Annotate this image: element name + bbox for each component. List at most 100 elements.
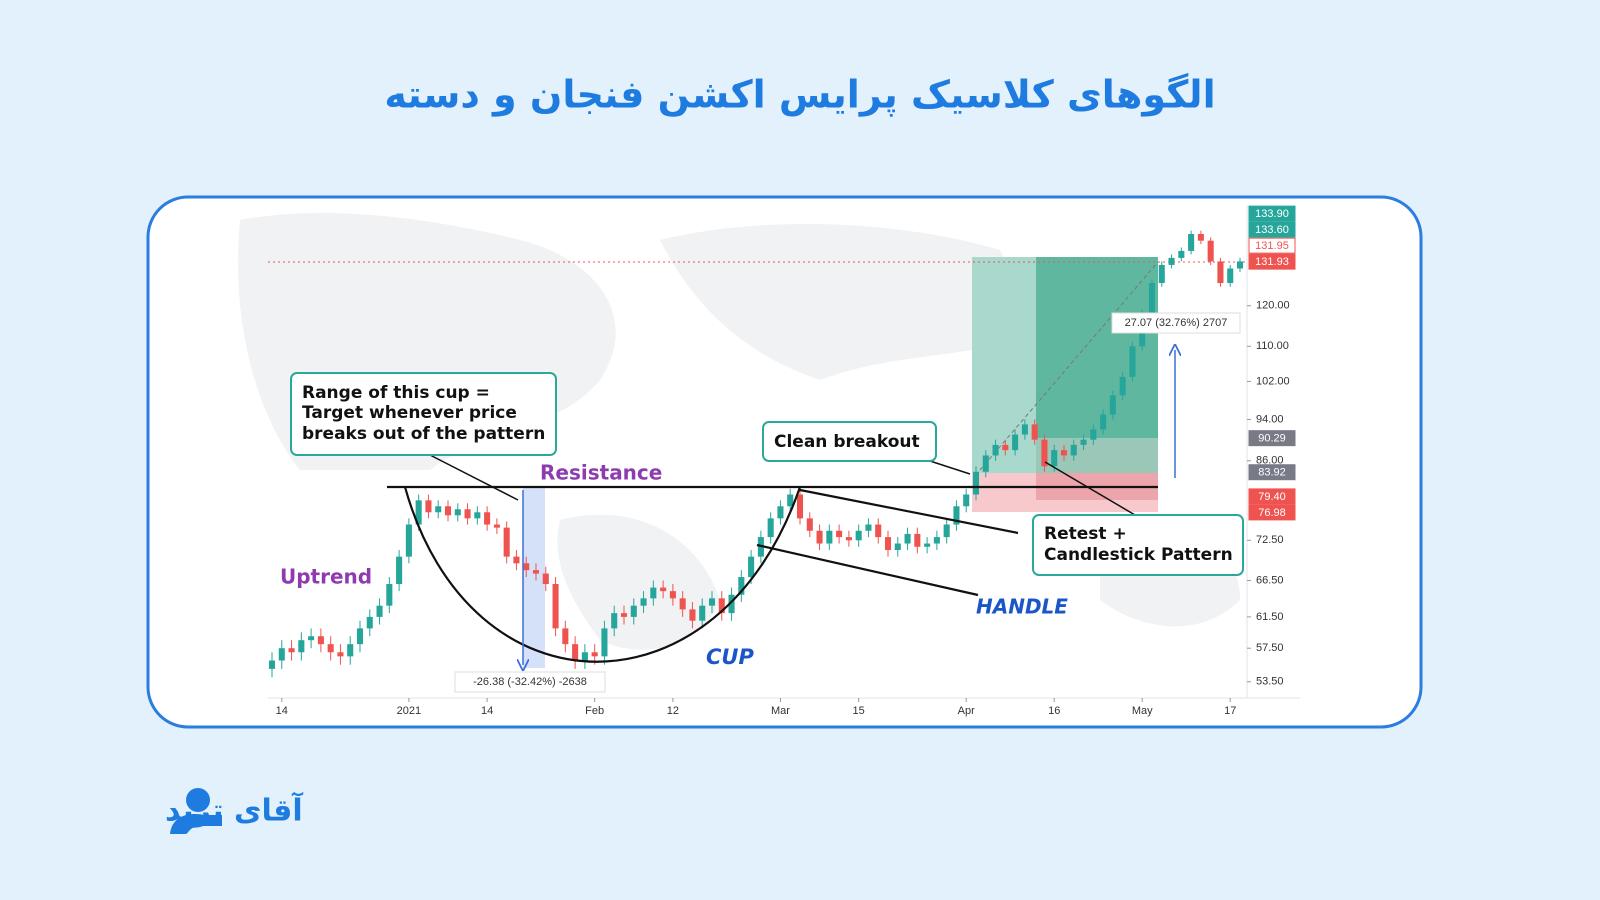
cup-range-box bbox=[290, 372, 557, 456]
candle-body bbox=[806, 518, 813, 531]
cup-range-band bbox=[523, 487, 545, 668]
leader bbox=[929, 460, 971, 475]
candle-body bbox=[288, 648, 295, 653]
candle-body bbox=[650, 587, 657, 599]
target-zone-light bbox=[972, 257, 1036, 473]
candle-body bbox=[347, 644, 354, 657]
candle-body bbox=[581, 652, 588, 661]
candle-body bbox=[845, 537, 852, 541]
candle-body bbox=[1129, 346, 1136, 377]
annotation: HANDLE bbox=[976, 595, 1068, 619]
candle-body bbox=[689, 609, 696, 621]
candle-body bbox=[562, 628, 569, 645]
y-tick-label: 110.00 bbox=[1256, 340, 1289, 352]
x-tick-label: 14 bbox=[481, 705, 493, 717]
candle-body bbox=[767, 518, 774, 538]
annotation: CUP bbox=[706, 645, 754, 669]
candle-body bbox=[552, 584, 559, 629]
candle-body bbox=[425, 500, 432, 513]
candle-body bbox=[836, 530, 843, 538]
candle-body bbox=[532, 570, 540, 574]
candle-body bbox=[640, 598, 647, 606]
candle-body bbox=[933, 537, 940, 544]
annotation-boxes bbox=[290, 372, 1244, 576]
candle-body bbox=[826, 530, 833, 544]
candle-body bbox=[1158, 264, 1165, 284]
candle-body bbox=[405, 524, 412, 557]
price-tag bbox=[1248, 464, 1296, 481]
candle-body bbox=[591, 652, 598, 657]
candle-body bbox=[943, 524, 950, 538]
y-tick-label: 86.00 bbox=[1256, 455, 1284, 467]
annotation: 27.07 (32.76%) 2707 bbox=[1125, 317, 1228, 329]
candle-body bbox=[366, 616, 373, 629]
candle-body bbox=[611, 613, 618, 629]
candle-body bbox=[601, 628, 608, 657]
retest-box bbox=[1032, 514, 1244, 576]
candle-body bbox=[738, 577, 745, 595]
candle-body bbox=[454, 509, 461, 516]
logo-icon bbox=[186, 788, 210, 812]
y-tick-label: 72.50 bbox=[1256, 534, 1284, 546]
candle-body bbox=[376, 605, 383, 617]
candle-body bbox=[444, 506, 452, 516]
annotation: Target whenever price bbox=[302, 403, 517, 423]
price-tag-label: 133.90 bbox=[1255, 208, 1289, 220]
logo: آقای ترید bbox=[165, 788, 303, 834]
candle-body bbox=[1031, 424, 1038, 440]
price-tag-label: 83.92 bbox=[1258, 467, 1286, 479]
handle-top bbox=[799, 488, 1019, 535]
y-tick-label: 102.00 bbox=[1256, 375, 1290, 387]
measure-box bbox=[454, 671, 606, 693]
candle-body bbox=[669, 591, 676, 599]
logo-text: آقای ترید bbox=[165, 792, 303, 829]
candle-body bbox=[679, 598, 686, 610]
candle-body bbox=[1178, 250, 1185, 258]
candle-body bbox=[630, 605, 637, 617]
candle-body bbox=[924, 543, 931, 547]
y-tick-label: 120.00 bbox=[1256, 300, 1290, 312]
annotation: Candlestick Pattern bbox=[1044, 545, 1233, 565]
annotation: -26.38 (-32.42%) -2638 bbox=[473, 676, 587, 688]
annotation: Resistance bbox=[540, 461, 662, 485]
candle-body bbox=[1109, 395, 1116, 415]
target-diagonal bbox=[979, 261, 1159, 471]
price-tag-label: 131.93 bbox=[1255, 256, 1289, 268]
x-tick-label: Mar bbox=[771, 705, 790, 717]
candle-body bbox=[796, 494, 804, 519]
candle-body bbox=[484, 512, 491, 525]
candle-body bbox=[728, 594, 735, 614]
price-tag-label: 131.95 bbox=[1255, 240, 1289, 252]
candle-body bbox=[718, 598, 725, 614]
candle-body bbox=[308, 636, 315, 641]
candle-body bbox=[278, 648, 285, 661]
pattern-lines bbox=[387, 350, 1175, 665]
candle-body bbox=[1227, 268, 1234, 284]
price-tag-label: 76.98 bbox=[1258, 507, 1286, 519]
candle-body bbox=[1188, 234, 1195, 251]
candle-body bbox=[337, 652, 344, 657]
candle-body bbox=[503, 527, 510, 557]
price-tag-label: 79.40 bbox=[1258, 491, 1286, 503]
price-tag bbox=[1248, 504, 1296, 521]
candle-body bbox=[699, 605, 706, 621]
x-tick-label: 15 bbox=[853, 705, 865, 717]
candle-body bbox=[894, 543, 901, 551]
candle-body bbox=[327, 644, 334, 653]
candle-body bbox=[875, 524, 882, 538]
candle-body bbox=[493, 524, 500, 528]
x-tick-label: Apr bbox=[958, 705, 975, 717]
annotation: Clean breakout bbox=[774, 432, 920, 452]
candle-body bbox=[914, 533, 921, 547]
target-zone-dark bbox=[1036, 257, 1158, 473]
candle-body bbox=[268, 660, 276, 669]
annotation: Retest + bbox=[1044, 524, 1127, 544]
candle-body bbox=[1070, 444, 1077, 456]
candle-body bbox=[1197, 234, 1204, 241]
x-tick-label: 17 bbox=[1224, 705, 1236, 717]
price-tag bbox=[1248, 488, 1296, 505]
price-tag-label: 133.60 bbox=[1255, 224, 1289, 236]
candle-body bbox=[777, 506, 784, 519]
candle-body bbox=[787, 494, 794, 507]
x-tick-label: 12 bbox=[667, 705, 679, 717]
